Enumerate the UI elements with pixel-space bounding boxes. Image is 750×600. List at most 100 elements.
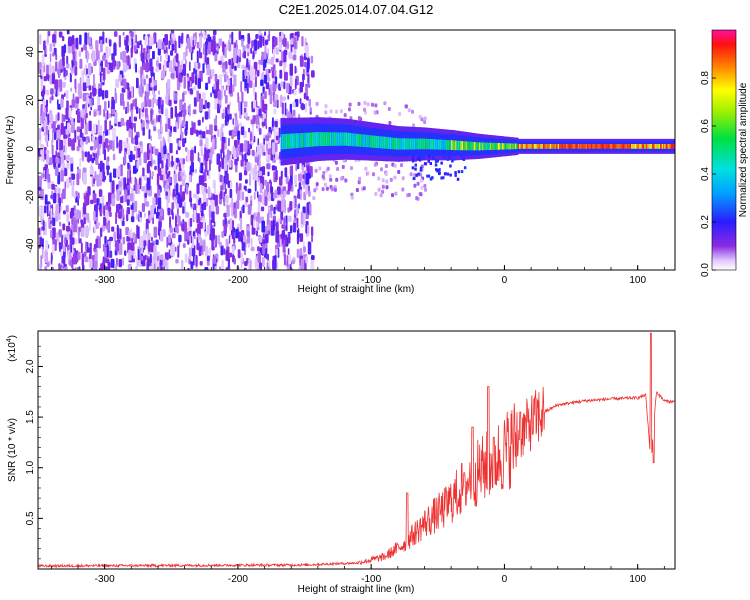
trace-core <box>299 133 302 148</box>
trace-core <box>607 144 610 149</box>
noise-cell <box>158 63 162 70</box>
noise-cell <box>47 30 51 37</box>
noise-cell <box>66 30 70 35</box>
noise-cell <box>324 104 328 109</box>
trace-core <box>467 141 470 151</box>
trace-core <box>648 144 651 149</box>
trace-core <box>543 144 546 149</box>
noise-cell <box>221 136 226 144</box>
trace-core <box>511 143 514 150</box>
noise-cell <box>71 238 75 245</box>
noise-cell <box>44 250 48 263</box>
noise-cell <box>224 217 227 227</box>
trace-halo <box>430 153 434 157</box>
noise-cell <box>256 230 258 237</box>
trace-core <box>604 144 607 149</box>
noise-cell <box>241 191 245 201</box>
noise-cell <box>253 212 256 221</box>
noise-cell <box>80 242 83 254</box>
noise-cell <box>289 76 293 87</box>
trace-core <box>519 144 522 149</box>
noise-cell <box>208 186 210 199</box>
noise-cell <box>249 162 253 175</box>
noise-cell <box>168 99 172 107</box>
noise-cell <box>196 41 200 49</box>
noise-cell <box>150 242 154 253</box>
trace-core <box>369 135 372 148</box>
noise-cell <box>79 34 82 45</box>
noise-cell <box>189 80 192 88</box>
noise-cell <box>254 92 257 103</box>
noise-cell <box>43 76 48 82</box>
noise-cell <box>257 40 260 50</box>
noise-cell <box>192 86 195 91</box>
noise-cell <box>80 117 84 129</box>
noise-cell <box>287 207 290 213</box>
noise-cell <box>224 154 228 165</box>
trace-core <box>329 132 332 146</box>
noise-cell <box>389 177 393 182</box>
noise-cell <box>65 128 69 135</box>
noise-cell <box>273 108 277 115</box>
noise-cell <box>391 193 394 198</box>
noise-cell <box>355 188 359 192</box>
noise-cell <box>125 227 129 236</box>
trace-halo <box>422 156 425 160</box>
noise-cell <box>299 233 304 242</box>
noise-cell <box>141 186 145 192</box>
noise-cell <box>95 238 98 249</box>
trace-core <box>457 140 460 151</box>
trace-core <box>383 136 386 149</box>
noise-cell <box>183 221 187 234</box>
noise-cell <box>224 95 228 104</box>
noise-cell <box>158 39 162 49</box>
noise-cell <box>245 179 248 184</box>
trace-core <box>347 132 350 146</box>
trace-core <box>573 144 576 149</box>
noise-cell <box>72 93 75 107</box>
noise-cell <box>39 115 42 126</box>
noise-cell <box>228 113 232 120</box>
noise-cell <box>41 66 44 76</box>
noise-cell <box>129 193 134 202</box>
noise-cell <box>112 139 115 152</box>
noise-cell <box>232 253 234 262</box>
noise-cell <box>136 148 141 158</box>
trace-core <box>585 144 588 149</box>
noise-cell <box>267 191 271 202</box>
noise-cell <box>308 190 311 197</box>
noise-cell <box>197 62 201 69</box>
trace-core <box>656 144 659 149</box>
noise-cell <box>270 66 274 72</box>
noise-cell <box>250 237 253 248</box>
noise-cell <box>341 165 345 169</box>
noise-cell <box>179 157 183 164</box>
noise-cell <box>309 106 312 113</box>
trace-core <box>568 144 571 149</box>
noise-cell <box>160 266 163 270</box>
noise-cell <box>420 185 424 190</box>
noise-cell <box>45 240 49 252</box>
noise-cell <box>278 41 282 50</box>
noise-cell <box>175 259 179 264</box>
noise-cell <box>229 101 231 107</box>
noise-cell <box>267 213 270 225</box>
trace-core <box>555 144 558 149</box>
noise-cell <box>226 205 230 217</box>
noise-cell <box>247 243 250 248</box>
noise-cell <box>275 248 279 258</box>
noise-cell <box>41 54 45 67</box>
noise-cell <box>307 210 310 215</box>
noise-cell <box>143 240 147 247</box>
noise-cell <box>49 157 53 165</box>
noise-cell <box>106 224 111 231</box>
noise-cell <box>253 82 256 95</box>
noise-cell <box>206 224 211 235</box>
noise-cell <box>242 204 245 214</box>
noise-cell <box>238 122 243 127</box>
noise-cell <box>363 107 367 112</box>
trace-core <box>504 143 507 150</box>
noise-cell <box>89 110 91 116</box>
noise-cell <box>178 74 183 83</box>
noise-cell <box>52 227 56 239</box>
